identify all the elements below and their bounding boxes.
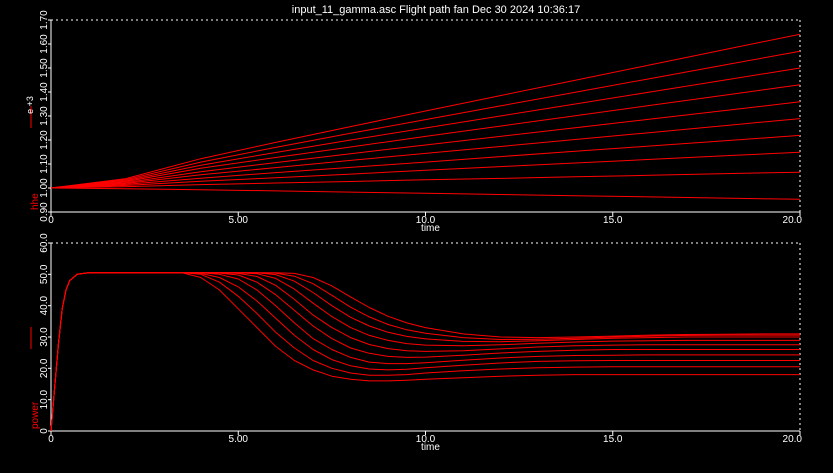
x-tick-label: 10.0 <box>416 434 436 445</box>
x-axis-label: time <box>421 442 440 453</box>
y-tick-label: 1.00 <box>39 178 50 198</box>
series-line <box>50 171 801 189</box>
x-tick-label: 20.0 <box>783 215 803 226</box>
y-tick-label: 1.50 <box>39 58 50 78</box>
x-axis-label: time <box>421 223 440 234</box>
series-line <box>50 187 801 200</box>
y-tick-label: 30.0 <box>39 327 50 347</box>
y-tick-label: 1.70 <box>39 10 50 30</box>
y-axis-label: power <box>30 401 41 429</box>
series-line <box>50 151 801 189</box>
x-tick-label: 5.00 <box>229 215 249 226</box>
y-tick-label: 10.0 <box>39 389 50 409</box>
y-tick-label: 50.0 <box>39 264 50 284</box>
series-line <box>50 67 801 189</box>
x-tick-label: 20.0 <box>783 434 803 445</box>
x-tick-label: 0 <box>48 215 54 226</box>
series-line <box>50 33 801 189</box>
y-tick-label: 60.0 <box>39 233 50 253</box>
y-tick-label: 1.30 <box>39 106 50 126</box>
x-tick-label: 15.0 <box>603 434 623 445</box>
x-tick-label: 10.0 <box>416 215 436 226</box>
series-line <box>50 84 801 189</box>
y-tick-label: 1.20 <box>39 130 50 150</box>
x-tick-label: 15.0 <box>603 215 623 226</box>
y-tick-label: 1.10 <box>39 154 50 174</box>
y-tick-label: 0.90 <box>39 202 50 222</box>
bottom-panel: 0 5.00 10.0 15.0 20.0 time 0 10.0 20.0 30.0 40.0 50… <box>30 233 802 453</box>
series-line <box>50 118 801 189</box>
y-multiplier-label: e +3 <box>25 96 35 114</box>
series-line <box>50 50 801 189</box>
y-tick-label: 1.60 <box>39 34 50 54</box>
series-line <box>50 272 800 432</box>
y-tick-label: 0 <box>39 428 50 434</box>
x-tick-label: 5.00 <box>229 434 249 445</box>
x-tick-label: 0 <box>48 434 54 445</box>
y-tick-label: 20.0 <box>39 358 50 378</box>
y-tick-label: 1.40 <box>39 82 50 102</box>
series-line <box>50 134 801 189</box>
series-line <box>50 101 801 189</box>
plot-title: input_11_gamma.asc Flight path fan Dec 3… <box>292 4 580 16</box>
y-tick-label: 40.0 <box>39 295 50 315</box>
y-axis-label: hhe <box>30 193 41 210</box>
top-panel: 0 5.00 10.0 15.0 20.0 time 0.90 1.00 1.10 1.20 1.3… <box>25 10 802 234</box>
